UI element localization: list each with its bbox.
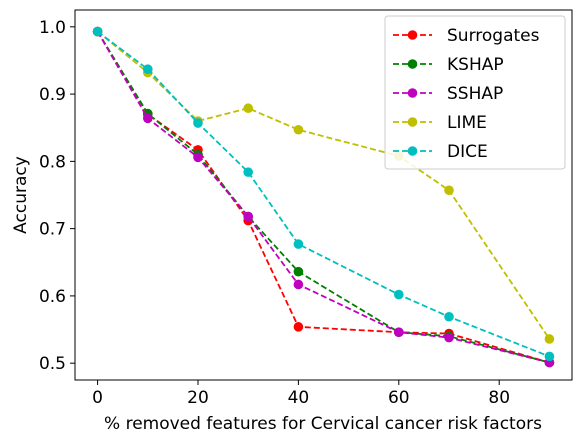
data-point-lime: [444, 185, 454, 196]
data-point-dice: [142, 64, 153, 74]
data-point-sshap: [193, 152, 203, 163]
x-tick-label: 0: [92, 388, 103, 408]
legend-label: SSHAP: [447, 84, 503, 104]
ticks-layer: 0 20 40 60 80 0.5 0.6 0.7 0.8 0.9 1.0: [39, 18, 510, 408]
data-point-dice: [544, 351, 555, 362]
data-point-dice: [444, 311, 454, 322]
y-tick-label: 0.7: [39, 220, 66, 240]
legend-label: DICE: [447, 142, 488, 162]
legend-swatch-marker: [407, 59, 418, 69]
legend-entry-sshap: SSHAP: [393, 84, 503, 104]
data-point-sshap: [243, 211, 253, 222]
data-point-kshap: [293, 266, 304, 277]
legend-entry-kshap: KSHAP: [393, 55, 504, 75]
data-point-sshap: [444, 332, 454, 343]
legend: Surrogates KSHAP SSHAP LIME DICE: [384, 15, 566, 170]
data-point-dice: [193, 118, 203, 128]
data-point-sshap: [142, 113, 153, 124]
series-layer: [92, 26, 555, 368]
series-line-lime: [97, 30, 551, 340]
series-line-sshap: [96, 31, 550, 364]
series-line-surrogates: [96, 31, 550, 364]
series-dice: [92, 26, 555, 362]
x-tick-label: 60: [388, 388, 410, 408]
data-point-surrogates: [293, 322, 304, 332]
legend-swatch-marker: [407, 117, 418, 127]
data-point-lime: [243, 103, 253, 114]
series-sshap: [92, 26, 555, 368]
data-point-dice: [92, 26, 103, 37]
legend-swatch-marker: [407, 30, 418, 40]
legend-label: KSHAP: [447, 55, 504, 75]
y-tick-label: 0.9: [39, 85, 66, 105]
legend-entry-surrogates: Surrogates: [393, 26, 540, 46]
x-tick-label: 20: [187, 388, 209, 408]
plot-frame: [74, 9, 573, 381]
data-point-dice: [394, 289, 404, 300]
y-tick-label: 0.5: [39, 354, 66, 374]
y-tick-label: 1.0: [39, 18, 66, 38]
data-point-sshap: [394, 327, 404, 338]
legend-swatch-marker: [407, 146, 418, 156]
data-point-sshap: [293, 279, 304, 290]
legend-swatch-marker: [407, 88, 418, 98]
legend-label: Surrogates: [447, 26, 540, 46]
y-tick-label: 0.8: [39, 152, 66, 172]
legend-entry-dice: DICE: [393, 142, 488, 162]
x-axis-label: % removed features for Cervical cancer r…: [104, 414, 542, 434]
legend-entry-lime: LIME: [393, 113, 487, 133]
x-tick-label: 40: [288, 388, 310, 408]
y-tick-label: 0.6: [39, 287, 66, 307]
series-line-dice: [97, 30, 550, 358]
data-point-lime: [544, 334, 555, 344]
x-tick-label: 80: [488, 388, 510, 408]
legend-frame: [384, 15, 566, 170]
y-axis-label: Accuracy: [11, 156, 31, 234]
data-point-dice: [243, 167, 253, 177]
legend-label: LIME: [447, 113, 487, 133]
data-point-lime: [293, 124, 304, 135]
data-point-dice: [293, 239, 304, 249]
